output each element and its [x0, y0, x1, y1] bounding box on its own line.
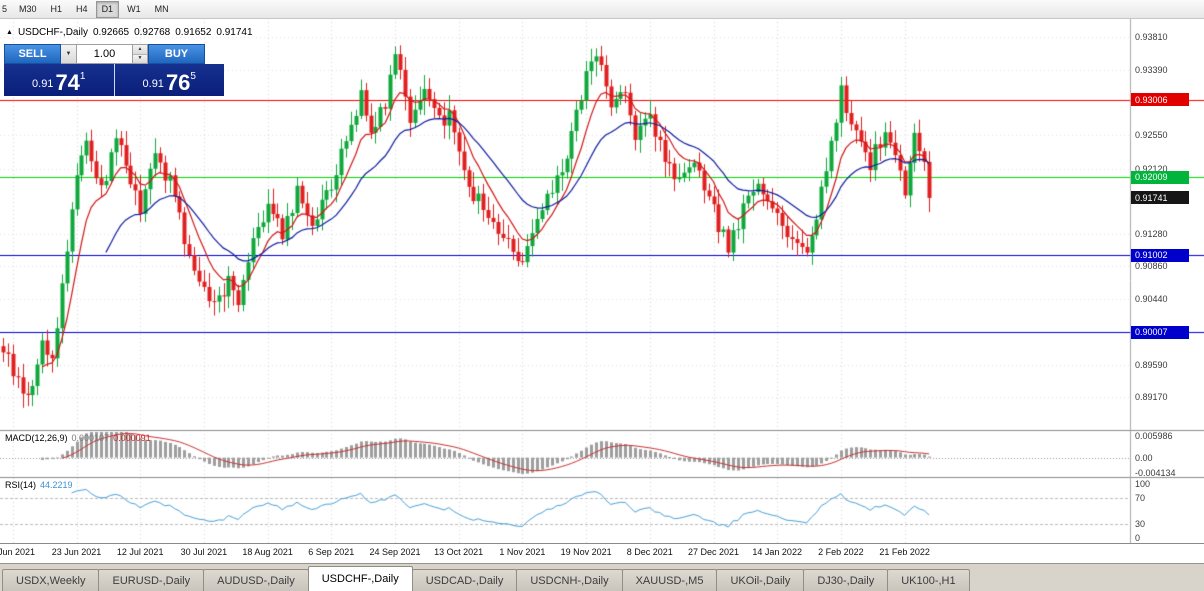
buy-button[interactable]: BUY — [148, 44, 205, 64]
price-level-badge: 0.91002 — [1131, 248, 1189, 262]
sell-price-base: 0.91 — [32, 78, 54, 90]
date-axis-label: 18 Aug 2021 — [242, 547, 293, 557]
timeframe-toolbar: 5 M30 H1 H4 D1 W1 MN — [0, 0, 1204, 19]
chart-symbol-icon: ▲ — [6, 29, 13, 36]
date-axis-label: 19 Nov 2021 — [560, 547, 612, 557]
chart-tab-uk100-h1[interactable]: UK100-,H1 — [887, 569, 970, 591]
macd-axis-label: 0.005986 — [1135, 431, 1173, 441]
macd-value: 0.000107 — [71, 433, 110, 443]
chart-tab-bar: USDX,Weekly EURUSD-,Daily AUDUSD-,Daily USD… — [0, 563, 1204, 591]
timeframe-button-5[interactable]: 5 — [2, 4, 8, 14]
current-price-badge: 0.91741 — [1131, 191, 1189, 205]
date-axis-label: 30 Jul 2021 — [180, 547, 228, 557]
chart-tab-eurusd-daily[interactable]: EURUSD-,Daily — [98, 569, 205, 591]
chart-tab-audusd-daily[interactable]: AUDUSD-,Daily — [203, 569, 309, 591]
rsi-axis-label: 100 — [1135, 479, 1151, 489]
price-axis-label: 0.92550 — [1135, 130, 1168, 141]
date-axis-label: 12 Jul 2021 — [116, 547, 164, 557]
macd-label: MACD(12,26,9) 0.000107 0.000091 — [5, 433, 151, 443]
chart-tab-dj30-daily[interactable]: DJ30-,Daily — [803, 569, 889, 591]
macd-axis-label: -0.004134 — [1135, 468, 1176, 478]
date-axis-label: 8 Dec 2021 — [626, 547, 673, 557]
volume-down-icon[interactable]: ▼ — [133, 53, 147, 63]
volume-stepper[interactable]: ▲ ▼ — [133, 44, 148, 64]
one-click-trade-panel: SELL ▼ ▲ ▼ BUY 0.91 74 1 0.91 76 5 — [4, 44, 224, 96]
price-axis-label: 0.92120 — [1135, 163, 1168, 174]
chart-tab-usdchf-daily[interactable]: USDCHF-,Daily — [307, 566, 413, 591]
chart-tab-xauusd-m5[interactable]: XAUUSD-,M5 — [621, 569, 718, 591]
date-axis-label: 23 Jun 2021 — [51, 547, 102, 557]
date-axis-label: 21 Feb 2022 — [879, 547, 930, 557]
rsi-label: RSI(14) 44.2219 — [5, 480, 73, 490]
buy-price-box[interactable]: 0.91 76 5 — [114, 64, 224, 96]
chart-symbol: USDCHF-,Daily — [17, 27, 88, 38]
price-axis-label: 0.89590 — [1135, 359, 1168, 370]
rsi-axis-label: 70 — [1135, 492, 1146, 503]
date-axis-label: 27 Dec 2021 — [687, 547, 740, 557]
buy-price-sup: 5 — [190, 71, 196, 82]
date-axis-label: 4 Jun 2021 — [0, 547, 36, 557]
price-axis-label: 0.90860 — [1135, 261, 1168, 272]
sell-price-box[interactable]: 0.91 74 1 — [4, 64, 115, 96]
date-axis-label: 14 Jan 2022 — [752, 547, 802, 557]
date-axis-label: 24 Sep 2021 — [369, 547, 421, 557]
ohlc-open: 0.92665 — [92, 27, 130, 38]
sell-button[interactable]: SELL — [4, 44, 61, 64]
date-axis-label: 2 Feb 2022 — [818, 547, 864, 557]
date-axis[interactable]: 4 Jun 2021 23 Jun 2021 12 Jul 2021 30 Jul 2… — [0, 543, 1204, 563]
chart-tab-usdx-weekly[interactable]: USDX,Weekly — [2, 569, 100, 591]
price-axis-label: 0.90440 — [1135, 293, 1168, 304]
timeframe-button-W1[interactable]: W1 — [127, 4, 141, 14]
price-axis-label: 0.91280 — [1135, 228, 1168, 239]
price-level-badge: 0.92009 — [1131, 170, 1189, 184]
timeframe-button-H1[interactable]: H1 — [50, 4, 63, 14]
timeframe-button-M30[interactable]: M30 — [19, 4, 37, 14]
volume-dropdown-icon[interactable]: ▼ — [61, 44, 77, 64]
chart-tab-ukoil-daily[interactable]: UKOil-,Daily — [716, 569, 805, 591]
price-level-badge: 0.90007 — [1131, 325, 1189, 339]
rsi-value: 44.2219 — [40, 480, 73, 490]
price-axis-label: 0.93810 — [1135, 32, 1168, 43]
date-axis-label: 1 Nov 2021 — [499, 547, 546, 557]
sell-price-sup: 1 — [79, 71, 86, 82]
ohlc-low: 0.91652 — [175, 27, 212, 38]
timeframe-button-H4[interactable]: H4 — [76, 4, 88, 14]
ohlc-close: 0.91741 — [216, 27, 253, 38]
buy-price-big: 76 — [165, 70, 191, 95]
macd-signal-value: 0.000091 — [113, 433, 151, 443]
price-axis-label: 0.93390 — [1135, 64, 1168, 75]
chart-tab-usdcnh-daily[interactable]: USDCNH-,Daily — [516, 569, 623, 591]
timeframe-button-D1[interactable]: D1 — [95, 0, 120, 18]
chart-header: ▲ USDCHF-,Daily 0.92665 0.92768 0.91652 … — [6, 27, 253, 39]
rsi-axis-label: 0 — [1135, 533, 1141, 543]
date-axis-label: 6 Sep 2021 — [308, 547, 355, 557]
volume-input[interactable] — [77, 44, 133, 64]
price-level-badge: 0.93006 — [1131, 93, 1189, 107]
volume-up-icon[interactable]: ▲ — [133, 45, 147, 54]
date-axis-label: 13 Oct 2021 — [434, 547, 484, 557]
sell-price-big: 74 — [55, 70, 80, 95]
chart-tab-usdcad-daily[interactable]: USDCAD-,Daily — [411, 569, 518, 591]
macd-name: MACD(12,26,9) — [5, 433, 68, 443]
timeframe-button-MN[interactable]: MN — [154, 4, 169, 14]
rsi-axis-label: 30 — [1135, 518, 1146, 529]
macd-axis-label: 0.00 — [1135, 452, 1153, 463]
ohlc-high: 0.92768 — [134, 27, 171, 38]
price-axis-label: 0.89170 — [1135, 392, 1168, 403]
rsi-name: RSI(14) — [5, 480, 37, 490]
buy-price-base: 0.91 — [142, 78, 164, 90]
